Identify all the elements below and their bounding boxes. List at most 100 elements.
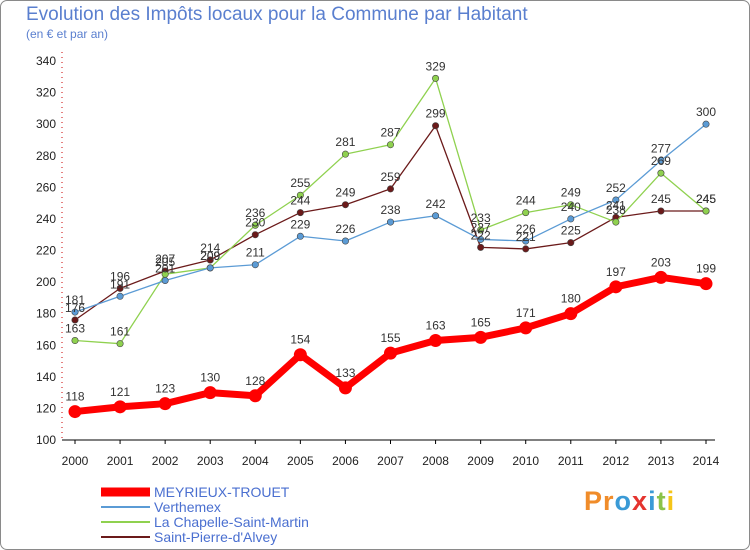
logo-letter: o xyxy=(614,486,633,516)
y-tick-label: 100 xyxy=(36,433,56,447)
y-tick-label: 340 xyxy=(36,54,56,68)
proxiti-logo: Proxiti xyxy=(584,486,675,517)
data-point xyxy=(206,256,214,264)
data-label: 211 xyxy=(246,246,265,260)
data-point xyxy=(203,386,217,400)
data-label: 277 xyxy=(651,141,671,155)
data-point xyxy=(432,74,440,82)
data-point xyxy=(612,218,620,226)
data-point xyxy=(206,264,214,272)
logo-letter: x xyxy=(632,486,649,516)
logo-letter: i xyxy=(666,486,676,516)
data-label: 227 xyxy=(471,220,491,234)
data-label: 203 xyxy=(651,255,671,269)
data-label: 191 xyxy=(110,277,130,291)
data-point xyxy=(116,340,124,348)
data-point xyxy=(341,150,349,158)
data-label: 118 xyxy=(65,390,84,404)
x-tick-label: 2011 xyxy=(558,454,584,468)
x-tick-label: 2003 xyxy=(197,454,224,468)
data-point xyxy=(386,141,394,149)
data-point xyxy=(386,185,394,193)
data-label: 244 xyxy=(290,194,310,208)
y-tick-label: 300 xyxy=(36,117,56,131)
data-point xyxy=(609,280,623,294)
x-tick-label: 2008 xyxy=(422,454,449,468)
data-label: 128 xyxy=(245,374,265,388)
data-label: 180 xyxy=(561,292,581,306)
data-point xyxy=(71,337,79,345)
data-label: 287 xyxy=(380,126,400,140)
data-label: 171 xyxy=(516,306,536,320)
x-tick-label: 2013 xyxy=(648,454,675,468)
data-point xyxy=(702,120,710,128)
data-point xyxy=(654,270,668,284)
data-label: 123 xyxy=(155,382,175,396)
legend-label: MEYRIEUX-TROUET xyxy=(154,484,290,500)
y-tick-label: 260 xyxy=(36,180,56,194)
data-label: 255 xyxy=(290,176,310,190)
data-point xyxy=(296,191,304,199)
data-label: 221 xyxy=(516,230,536,244)
data-label: 236 xyxy=(245,206,265,220)
data-point xyxy=(657,156,665,164)
logo-letter: r xyxy=(603,486,615,516)
data-label: 121 xyxy=(110,385,130,399)
data-point xyxy=(68,405,82,419)
data-label: 230 xyxy=(245,216,265,230)
data-label: 209 xyxy=(200,249,220,263)
x-tick-label: 2009 xyxy=(467,454,494,468)
data-label: 196 xyxy=(110,269,130,283)
chart-axes: 100 120 140 160 180 200 220 240 260 280 300 320 340 2… xyxy=(36,52,720,468)
logo-letter: P xyxy=(584,486,604,516)
data-label: 238 xyxy=(606,203,626,217)
y-tick-label: 320 xyxy=(36,86,56,100)
x-tick-label: 2007 xyxy=(377,454,404,468)
data-point xyxy=(702,207,710,215)
y-tick-label: 220 xyxy=(36,244,56,258)
data-point xyxy=(386,218,394,226)
data-label: 240 xyxy=(561,200,581,214)
data-label: 244 xyxy=(516,194,536,208)
data-point xyxy=(567,215,575,223)
legend-label: Saint-Pierre-d'Alvey xyxy=(154,529,277,545)
data-point xyxy=(564,307,578,321)
y-tick-label: 160 xyxy=(36,338,56,352)
data-point xyxy=(293,348,307,362)
x-tick-label: 2005 xyxy=(287,454,314,468)
y-tick-label: 120 xyxy=(36,401,56,415)
data-point xyxy=(567,239,575,247)
data-point xyxy=(341,237,349,245)
data-point xyxy=(338,381,352,395)
data-label: 201 xyxy=(155,262,175,276)
data-label: 133 xyxy=(335,366,355,380)
data-point xyxy=(522,237,530,245)
data-point xyxy=(71,308,79,316)
data-label: 249 xyxy=(561,186,581,200)
data-point xyxy=(341,201,349,209)
chart-series xyxy=(68,74,713,419)
data-point xyxy=(116,284,124,292)
data-point xyxy=(248,389,262,403)
x-tick-label: 2002 xyxy=(152,454,179,468)
data-point xyxy=(477,226,485,234)
legend-label: La Chapelle-Saint-Martin xyxy=(154,514,309,530)
data-label: 226 xyxy=(335,222,355,236)
x-tick-label: 2004 xyxy=(242,454,269,468)
data-point xyxy=(519,321,533,335)
data-label: 155 xyxy=(380,331,400,345)
data-label: 300 xyxy=(696,105,716,119)
data-label: 209 xyxy=(200,249,220,263)
data-point xyxy=(612,196,620,204)
chart-title: Evolution des Impôts locaux pour la Comm… xyxy=(26,4,528,25)
data-point xyxy=(522,245,530,253)
data-label: 130 xyxy=(200,371,220,385)
data-label: 154 xyxy=(290,333,310,347)
data-point xyxy=(251,221,259,229)
x-tick-label: 2000 xyxy=(62,454,89,468)
x-tick-label: 2012 xyxy=(603,454,630,468)
data-point xyxy=(161,277,169,285)
